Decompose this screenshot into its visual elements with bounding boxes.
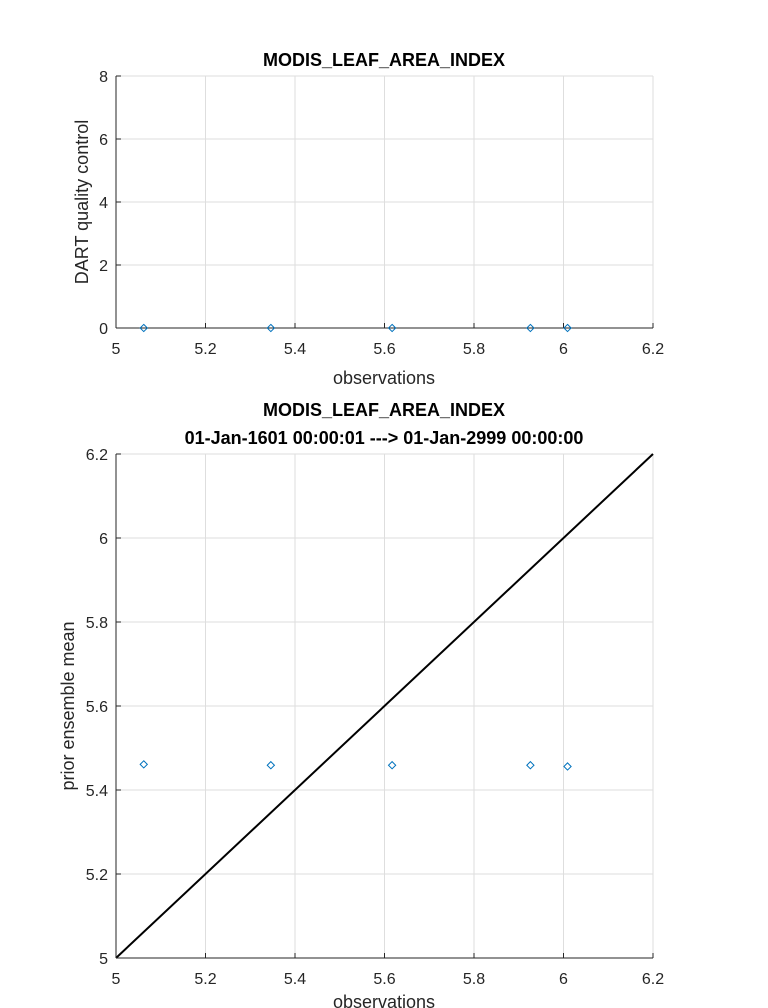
prior-data-point bbox=[139, 760, 149, 769]
qc-chart-title: MODIS_LEAF_AREA_INDEX bbox=[263, 50, 505, 70]
prior-y-tick-label: 6 bbox=[99, 531, 108, 548]
prior-x-tick-label: 6 bbox=[559, 971, 568, 988]
qc-x-tick-label: 5.6 bbox=[373, 341, 395, 358]
prior-x-tick-label: 5.4 bbox=[284, 971, 306, 988]
prior-y-tick-label: 6.2 bbox=[86, 447, 108, 464]
prior-data-point bbox=[387, 760, 397, 770]
qc-y-tick-label: 8 bbox=[99, 69, 108, 86]
qc-x-axis-label: observations bbox=[333, 368, 435, 388]
prior-one-to-one-line bbox=[115, 453, 654, 959]
qc-panel: MODIS_LEAF_AREA_INDEX 5 5.2 5.4 5.6 5.8 6 6.2 0… bbox=[72, 50, 664, 388]
prior-data-point bbox=[526, 760, 535, 770]
prior-chart-title: MODIS_LEAF_AREA_INDEX bbox=[263, 400, 505, 420]
prior-chart-subtitle: 01-Jan-1601 00:00:01 ---> 01-Jan-2999 00… bbox=[185, 428, 584, 448]
qc-data-point bbox=[139, 323, 149, 333]
qc-data-point bbox=[266, 323, 276, 333]
prior-y-tick-label: 5.8 bbox=[86, 615, 108, 632]
qc-x-tick-label: 5.8 bbox=[463, 341, 485, 358]
qc-y-axis-label: DART quality control bbox=[72, 120, 92, 284]
prior-x-tick-label: 6.2 bbox=[642, 971, 664, 988]
qc-x-tick-label: 5.2 bbox=[194, 341, 216, 358]
prior-data-point bbox=[563, 762, 572, 771]
prior-y-tick-label: 5 bbox=[99, 951, 108, 968]
qc-data-point bbox=[526, 323, 535, 333]
qc-y-tick-label: 6 bbox=[99, 132, 108, 149]
prior-x-tick-label: 5 bbox=[112, 971, 121, 988]
prior-x-tick-label: 5.8 bbox=[463, 971, 485, 988]
prior-data-point bbox=[266, 760, 276, 770]
prior-x-tick-label: 5.2 bbox=[194, 971, 216, 988]
qc-x-tick-label: 5 bbox=[112, 341, 121, 358]
qc-y-tick-label: 2 bbox=[99, 258, 108, 275]
prior-mean-panel: MODIS_LEAF_AREA_INDEX 01-Jan-1601 00:00:… bbox=[58, 400, 664, 1008]
qc-x-tick-label: 6 bbox=[559, 341, 568, 358]
prior-y-tick-label: 5.4 bbox=[86, 783, 108, 800]
prior-y-tick-label: 5.6 bbox=[86, 699, 108, 716]
prior-y-tick-label: 5.2 bbox=[86, 867, 108, 884]
qc-y-tick-label: 4 bbox=[99, 195, 108, 212]
prior-x-tick-label: 5.6 bbox=[373, 971, 395, 988]
qc-y-tick-label: 0 bbox=[99, 321, 108, 338]
prior-y-axis-label: prior ensemble mean bbox=[58, 621, 78, 790]
qc-x-tick-label: 6.2 bbox=[642, 341, 664, 358]
qc-data-point bbox=[563, 323, 572, 333]
qc-x-tick-label: 5.4 bbox=[284, 341, 306, 358]
qc-data-point bbox=[387, 323, 397, 333]
prior-x-axis-label: observations bbox=[333, 992, 435, 1008]
